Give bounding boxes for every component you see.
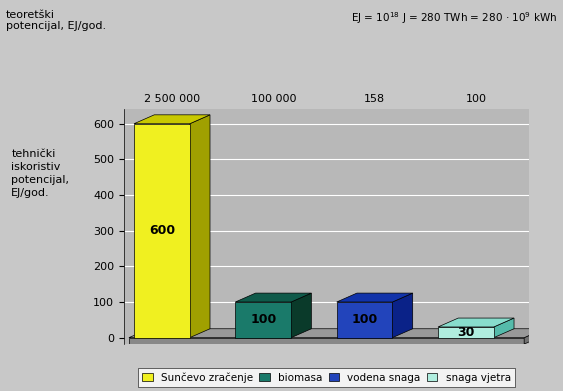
- Polygon shape: [337, 302, 392, 338]
- Legend: Sunčevo zračenje, biomasa, vodena snaga, snaga vjetra: Sunčevo zračenje, biomasa, vodena snaga,…: [138, 368, 515, 387]
- Polygon shape: [129, 338, 524, 344]
- Text: 100 000: 100 000: [251, 94, 296, 104]
- Text: 158: 158: [364, 94, 385, 104]
- Polygon shape: [129, 329, 544, 338]
- Polygon shape: [134, 124, 190, 338]
- Polygon shape: [524, 329, 544, 344]
- Text: EJ = 10$^{18}$ J = 280 TWh = 280 · 10$^{9}$ kWh: EJ = 10$^{18}$ J = 280 TWh = 280 · 10$^{…: [351, 10, 557, 25]
- Text: 600: 600: [149, 224, 175, 237]
- Text: 30: 30: [457, 326, 475, 339]
- Polygon shape: [337, 293, 413, 302]
- Polygon shape: [494, 318, 514, 338]
- Polygon shape: [291, 293, 311, 338]
- Text: 100: 100: [466, 94, 486, 104]
- Text: tehnički
iskoristiv
potencijal,
EJ/god.: tehnički iskoristiv potencijal, EJ/god.: [11, 149, 69, 198]
- Polygon shape: [134, 115, 210, 124]
- Polygon shape: [438, 327, 494, 338]
- Polygon shape: [438, 318, 514, 327]
- Text: 100: 100: [351, 313, 378, 326]
- Polygon shape: [190, 115, 210, 338]
- Text: teoretški
potencijal, EJ/god.: teoretški potencijal, EJ/god.: [6, 10, 106, 31]
- Polygon shape: [235, 293, 311, 302]
- Text: 2 500 000: 2 500 000: [144, 94, 200, 104]
- Text: 100: 100: [250, 313, 276, 326]
- Polygon shape: [235, 302, 291, 338]
- Polygon shape: [392, 293, 413, 338]
